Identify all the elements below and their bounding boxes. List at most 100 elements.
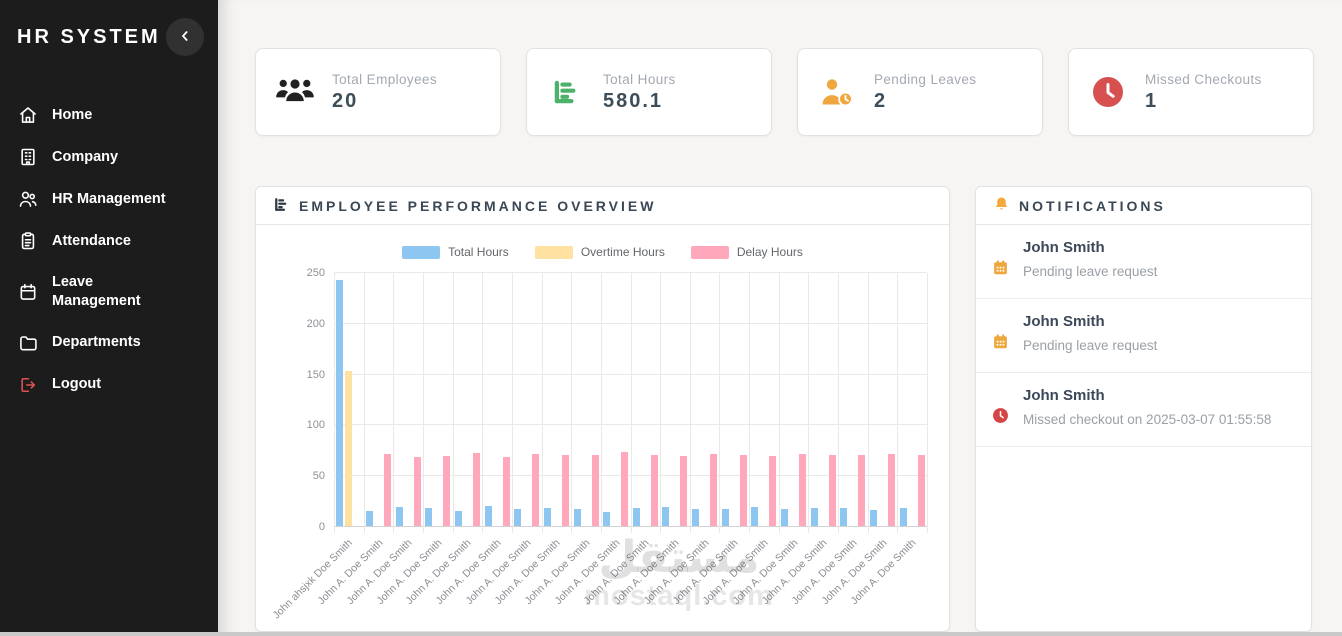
bar-group [838,272,868,526]
stat-label: Pending Leaves [874,71,977,87]
gridline-vertical [719,273,721,533]
chart-panel-header: EMPLOYEE PERFORMANCE OVERVIEW [256,187,949,225]
chart-bar [336,280,344,526]
sidebar-item-home[interactable]: Home [0,94,218,136]
bar-group [482,272,512,526]
sidebar-nav: Home Company HR Management Attendance Le… [0,94,218,406]
chart-body: Total Hours Overtime Hours Delay Hours 0 50… [256,225,949,631]
y-tick-label: 50 [312,470,325,483]
bar-group [868,272,898,526]
gridline-vertical [600,273,602,533]
sidebar-item-label: Leave Management [52,274,141,309]
chart-bar [840,507,848,526]
stat-label: Missed Checkouts [1145,71,1262,87]
chart-title: EMPLOYEE PERFORMANCE OVERVIEW [299,197,657,214]
chart-bar [739,454,747,526]
calendar-icon [992,313,1010,357]
gridline-vertical [808,273,810,533]
stat-card-pending-leaves: Pending Leaves 2 [797,48,1043,136]
chart-bar [650,454,658,526]
gridline-vertical [867,273,869,533]
gridline-vertical [422,273,424,533]
chart-bar [413,456,421,526]
chart-bar [632,507,640,526]
bar-chart-icon [545,77,587,107]
chart-bar [573,508,581,526]
gridline-vertical [571,273,573,533]
gridline-vertical [660,273,662,533]
chart-bar [810,507,818,526]
sidebar-item-departments[interactable]: Departments [0,322,218,364]
chart-bar [828,454,836,526]
sidebar-item-leave-management[interactable]: Leave Management [0,262,218,322]
gridline-vertical [334,273,335,533]
sidebar-item-label: Home [52,106,93,123]
clipboard-icon [18,231,38,251]
gridline-vertical [749,273,751,533]
chart-bar [472,452,480,526]
stat-label: Total Hours [603,71,676,87]
y-tick-label: 150 [306,368,325,381]
chart-bar [443,455,451,526]
stat-card-total-employees: Total Employees 20 [255,48,501,136]
chart-bar [781,508,789,526]
chart-bar [502,456,510,526]
legend-swatch [402,245,441,259]
bar-group [393,272,423,526]
sidebar-collapse-button[interactable] [166,18,204,56]
sidebar-item-attendance[interactable]: Attendance [0,220,218,262]
sidebar-item-logout[interactable]: Logout [0,364,218,406]
main-content: Total Employees 20 Total Hours 580.1 Pen… [218,0,1342,636]
horizontal-scrollbar[interactable] [0,632,1342,636]
bar-group [334,272,364,526]
gridline-vertical [363,273,365,533]
sidebar-item-label: Company [52,148,119,165]
chart-bar [888,453,895,526]
legend-swatch [690,245,729,259]
notification-name: John Smith [1023,312,1105,330]
chart-bar [662,506,670,526]
chart-bar [621,451,629,526]
gridline-vertical [393,273,395,533]
legend-item[interactable]: Total Hours [402,245,509,259]
folder-icon [18,333,38,353]
legend-item[interactable]: Delay Hours [690,245,803,259]
gridline-vertical [689,273,691,533]
chart-bar [899,507,907,526]
legend-item[interactable]: Overtime Hours [534,245,665,259]
sidebar-item-company[interactable]: Company [0,136,218,178]
y-tick-label: 0 [318,521,325,533]
chart-bar [395,506,403,526]
sidebar-item-hr-management[interactable]: HR Management [0,178,218,220]
stat-value: 1 [1145,89,1159,112]
clock-icon [1087,76,1129,108]
sidebar-item-label: Departments [52,334,141,351]
notification-item[interactable]: John Smith Missed checkout on 2025-03-07… [976,372,1311,447]
bar-group [571,272,601,526]
bar-group [542,272,572,526]
notification-item[interactable]: John Smith Pending leave request [976,298,1311,373]
gridline-vertical [630,273,632,533]
chart-bar [721,508,729,526]
chart-bar [917,454,925,526]
chart-bar [484,505,492,526]
bar-group [749,272,779,526]
stats-row: Total Employees 20 Total Hours 580.1 Pen… [255,48,1314,136]
notifications-title: NOTIFICATIONS [1019,197,1166,214]
legend-label: Delay Hours [736,245,803,259]
notification-item[interactable]: John Smith Pending leave request [976,225,1311,299]
bar-group [364,272,394,526]
y-tick-label: 250 [306,267,325,279]
gridline-vertical [482,273,484,533]
calendar-icon [992,239,1010,283]
chart-bar [514,508,522,526]
chart-bar [769,455,777,526]
gridline-vertical [838,273,840,533]
notification-name: John Smith [1023,239,1105,256]
sidebar-item-label: Logout [52,376,102,393]
home-icon [18,105,38,125]
y-tick-label: 100 [306,419,325,432]
sidebar-item-label: Attendance [52,232,131,249]
people-icon [274,77,316,107]
gridline-vertical [452,273,454,533]
